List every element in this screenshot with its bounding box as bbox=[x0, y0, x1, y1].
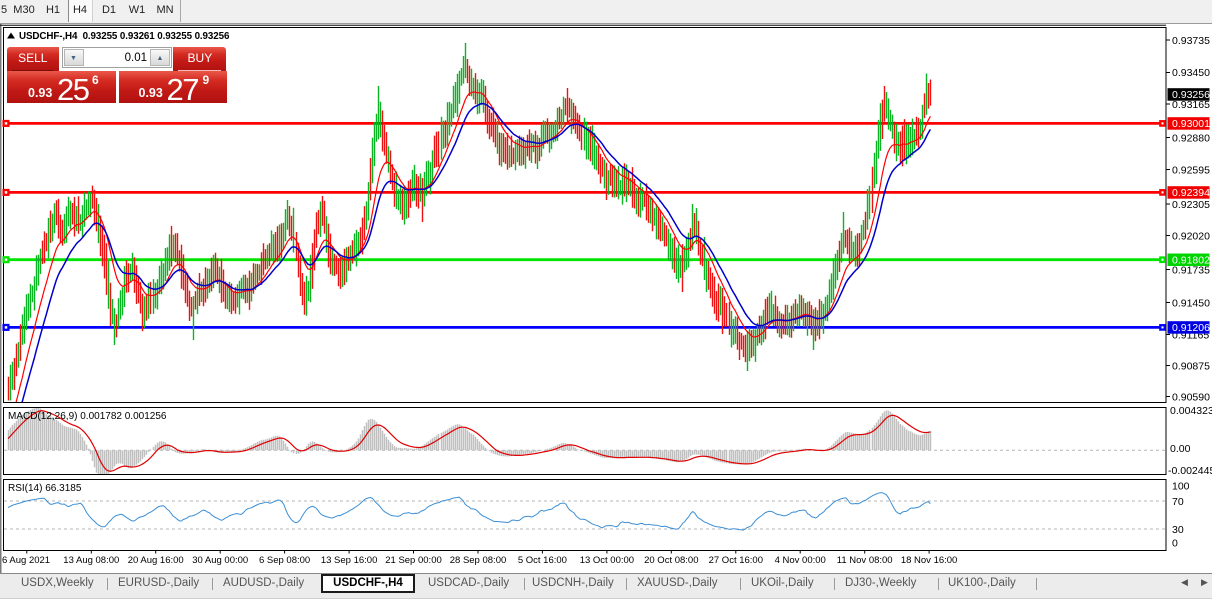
svg-text:0.92305: 0.92305 bbox=[1172, 199, 1210, 211]
svg-text:21 Sep 00:00: 21 Sep 00:00 bbox=[385, 555, 442, 566]
svg-text:RSI(14) 66.3185: RSI(14) 66.3185 bbox=[8, 483, 82, 494]
svg-text:0.93001: 0.93001 bbox=[1172, 118, 1210, 130]
svg-text:20 Oct 08:00: 20 Oct 08:00 bbox=[644, 555, 698, 566]
svg-text:20 Aug 16:00: 20 Aug 16:00 bbox=[128, 555, 184, 566]
svg-text:13 Sep 16:00: 13 Sep 16:00 bbox=[321, 555, 378, 566]
svg-text:0.93450: 0.93450 bbox=[1172, 67, 1210, 79]
svg-text:0.90875: 0.90875 bbox=[1172, 360, 1210, 372]
svg-text:-0.002445: -0.002445 bbox=[1168, 465, 1212, 477]
svg-text:0.90590: 0.90590 bbox=[1172, 391, 1210, 403]
svg-text:MACD(12,26,9) 0.001782 0.00125: MACD(12,26,9) 0.001782 0.001256 bbox=[8, 411, 167, 422]
svg-text:0.92595: 0.92595 bbox=[1172, 164, 1210, 176]
svg-text:0.91206: 0.91206 bbox=[1172, 322, 1210, 334]
svg-text:27 Oct 16:00: 27 Oct 16:00 bbox=[709, 555, 763, 566]
svg-text:0.92880: 0.92880 bbox=[1172, 132, 1210, 144]
svg-text:6 Sep 08:00: 6 Sep 08:00 bbox=[259, 555, 310, 566]
svg-text:0.92020: 0.92020 bbox=[1172, 230, 1210, 242]
svg-text:13 Aug 08:00: 13 Aug 08:00 bbox=[63, 555, 119, 566]
svg-text:30: 30 bbox=[1172, 524, 1184, 536]
svg-text:28 Sep 08:00: 28 Sep 08:00 bbox=[450, 555, 507, 566]
svg-text:0.93256: 0.93256 bbox=[1172, 89, 1210, 101]
svg-text:0.93735: 0.93735 bbox=[1172, 35, 1210, 47]
svg-text:0.92394: 0.92394 bbox=[1172, 187, 1210, 199]
svg-text:0.93165: 0.93165 bbox=[1172, 99, 1210, 111]
svg-text:30 Aug 00:00: 30 Aug 00:00 bbox=[192, 555, 248, 566]
svg-text:0: 0 bbox=[1172, 538, 1178, 550]
svg-text:13 Oct 00:00: 13 Oct 00:00 bbox=[580, 555, 634, 566]
svg-text:70: 70 bbox=[1172, 496, 1184, 508]
svg-text:USDCHF-,H4 0.93255 0.93261 0.: USDCHF-,H4 0.93255 0.93261 0.93255 0.932… bbox=[19, 31, 230, 42]
svg-text:0.91802: 0.91802 bbox=[1172, 255, 1210, 267]
svg-text:0.91450: 0.91450 bbox=[1172, 297, 1210, 309]
svg-text:11 Nov 08:00: 11 Nov 08:00 bbox=[837, 555, 893, 566]
svg-text:0.91735: 0.91735 bbox=[1172, 264, 1210, 276]
svg-text:4 Nov 00:00: 4 Nov 00:00 bbox=[775, 555, 826, 566]
svg-text:6 Aug 2021: 6 Aug 2021 bbox=[2, 555, 50, 566]
svg-text:0.00: 0.00 bbox=[1170, 443, 1191, 455]
svg-text:18 Nov 16:00: 18 Nov 16:00 bbox=[901, 555, 958, 566]
svg-text:0.004323: 0.004323 bbox=[1170, 405, 1212, 417]
svg-text:100: 100 bbox=[1172, 481, 1190, 493]
svg-text:5 Oct 16:00: 5 Oct 16:00 bbox=[518, 555, 567, 566]
